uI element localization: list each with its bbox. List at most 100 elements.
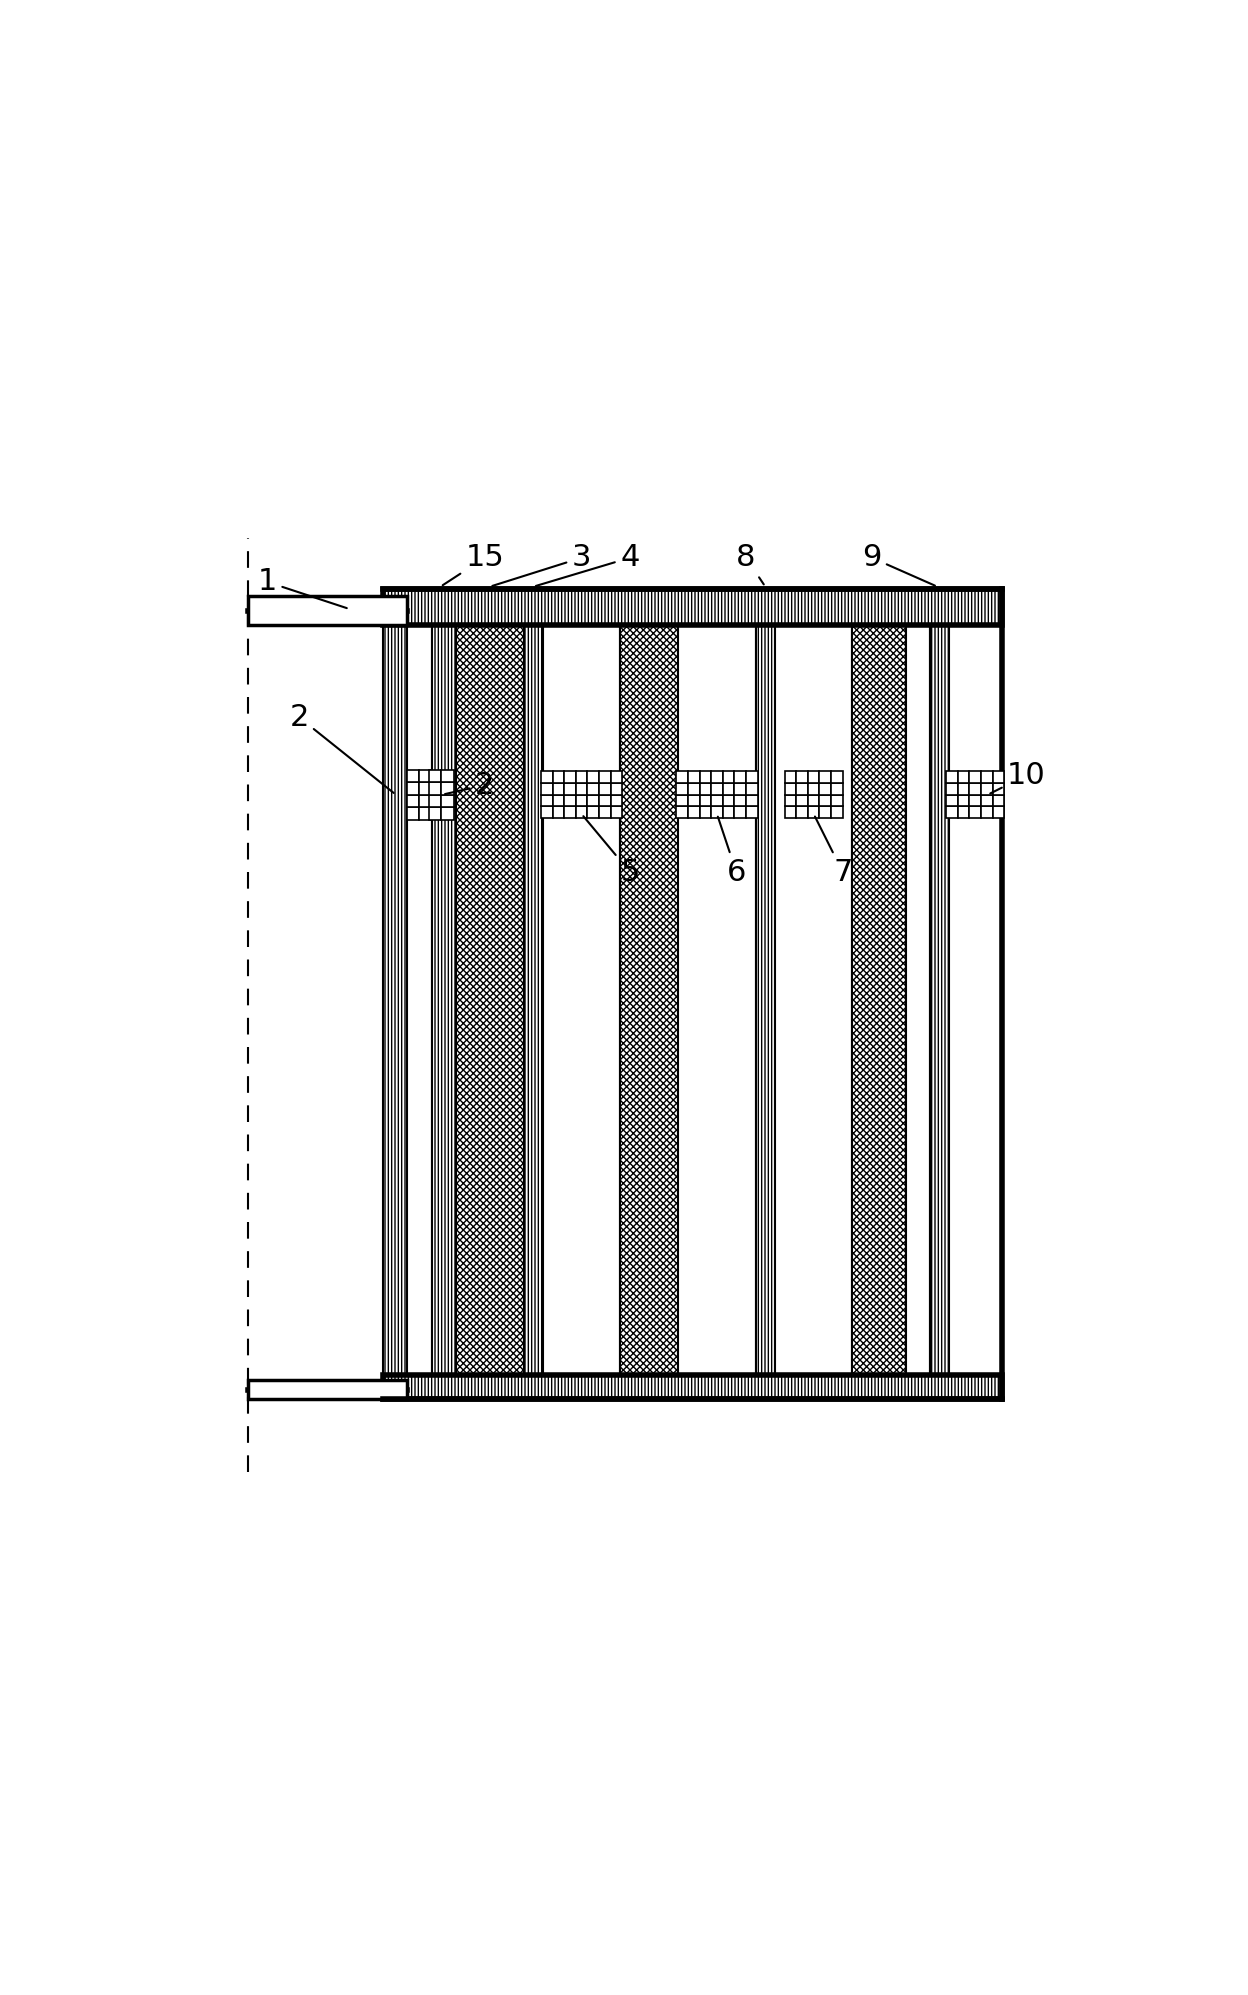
Bar [676, 806, 688, 818]
Bar [688, 784, 700, 794]
Bar [456, 624, 524, 1375]
Bar [723, 784, 734, 794]
Bar [981, 784, 992, 794]
Bar [620, 624, 679, 1375]
Bar [820, 772, 831, 784]
Bar [620, 624, 679, 1375]
Bar [456, 624, 524, 1375]
Bar [711, 806, 723, 818]
Bar [383, 1375, 1002, 1398]
Bar [852, 624, 906, 1375]
Bar [755, 624, 775, 1375]
Bar [442, 808, 454, 820]
Bar [970, 772, 981, 784]
Bar [981, 806, 992, 818]
Bar [831, 806, 842, 818]
Bar [553, 784, 564, 794]
Bar [442, 782, 454, 794]
Bar [553, 794, 564, 806]
Bar [429, 794, 442, 808]
Text: 6: 6 [718, 816, 746, 886]
Bar [992, 806, 1005, 818]
Bar [575, 784, 588, 794]
Bar [970, 784, 981, 794]
Bar [442, 794, 454, 808]
Bar [807, 794, 820, 806]
Bar [383, 1375, 1002, 1398]
Bar [575, 806, 588, 818]
Bar [432, 624, 456, 1375]
Bar [946, 806, 957, 818]
Bar [946, 794, 957, 806]
Bar [946, 772, 957, 784]
Bar [599, 806, 610, 818]
Bar [992, 794, 1005, 806]
Bar [679, 624, 755, 1375]
Bar [564, 784, 575, 794]
Text: 3: 3 [492, 543, 592, 587]
Bar [700, 784, 711, 794]
Bar [383, 589, 1002, 624]
Bar [734, 806, 746, 818]
Bar [820, 784, 831, 794]
Bar [429, 808, 442, 820]
Bar [419, 770, 432, 782]
Bar [588, 806, 599, 818]
Bar [599, 794, 610, 806]
Bar [407, 808, 419, 820]
Bar [746, 806, 758, 818]
Bar [746, 772, 758, 784]
Bar [930, 624, 950, 1375]
Bar [610, 772, 623, 784]
Bar [930, 624, 950, 1375]
Bar [831, 784, 842, 794]
Bar [723, 772, 734, 784]
Bar [723, 794, 734, 806]
Bar [564, 806, 575, 818]
Bar [442, 770, 454, 782]
Bar [610, 794, 623, 806]
Bar [796, 794, 807, 806]
Bar [796, 784, 807, 794]
Bar [970, 806, 981, 818]
Bar [957, 806, 970, 818]
Bar [755, 624, 775, 1375]
Bar [807, 784, 820, 794]
Bar [820, 806, 831, 818]
Bar [831, 794, 842, 806]
Bar [796, 806, 807, 818]
Bar [775, 624, 852, 1375]
Bar [419, 782, 432, 794]
Bar [429, 770, 442, 782]
Bar [688, 772, 700, 784]
Bar [700, 794, 711, 806]
Bar [688, 794, 700, 806]
Bar [992, 772, 1005, 784]
Bar [419, 808, 432, 820]
Bar [407, 624, 432, 1375]
Bar [575, 794, 588, 806]
Bar [970, 794, 981, 806]
Bar [785, 784, 796, 794]
Bar [599, 772, 610, 784]
Bar [540, 772, 553, 784]
Bar [432, 624, 456, 1375]
Bar [711, 784, 723, 794]
Text: 7: 7 [815, 816, 852, 886]
Bar [831, 772, 842, 784]
Bar [734, 784, 746, 794]
Bar [407, 782, 419, 794]
Bar [785, 772, 796, 784]
Bar [540, 794, 553, 806]
Bar [524, 624, 543, 1375]
Bar [948, 624, 1002, 1375]
Bar [676, 784, 688, 794]
Bar [588, 794, 599, 806]
Bar [957, 794, 970, 806]
Bar [599, 784, 610, 794]
Bar [676, 794, 688, 806]
Text: 8: 8 [736, 543, 764, 585]
Bar [688, 806, 700, 818]
Bar [957, 772, 970, 784]
Bar [807, 772, 820, 784]
